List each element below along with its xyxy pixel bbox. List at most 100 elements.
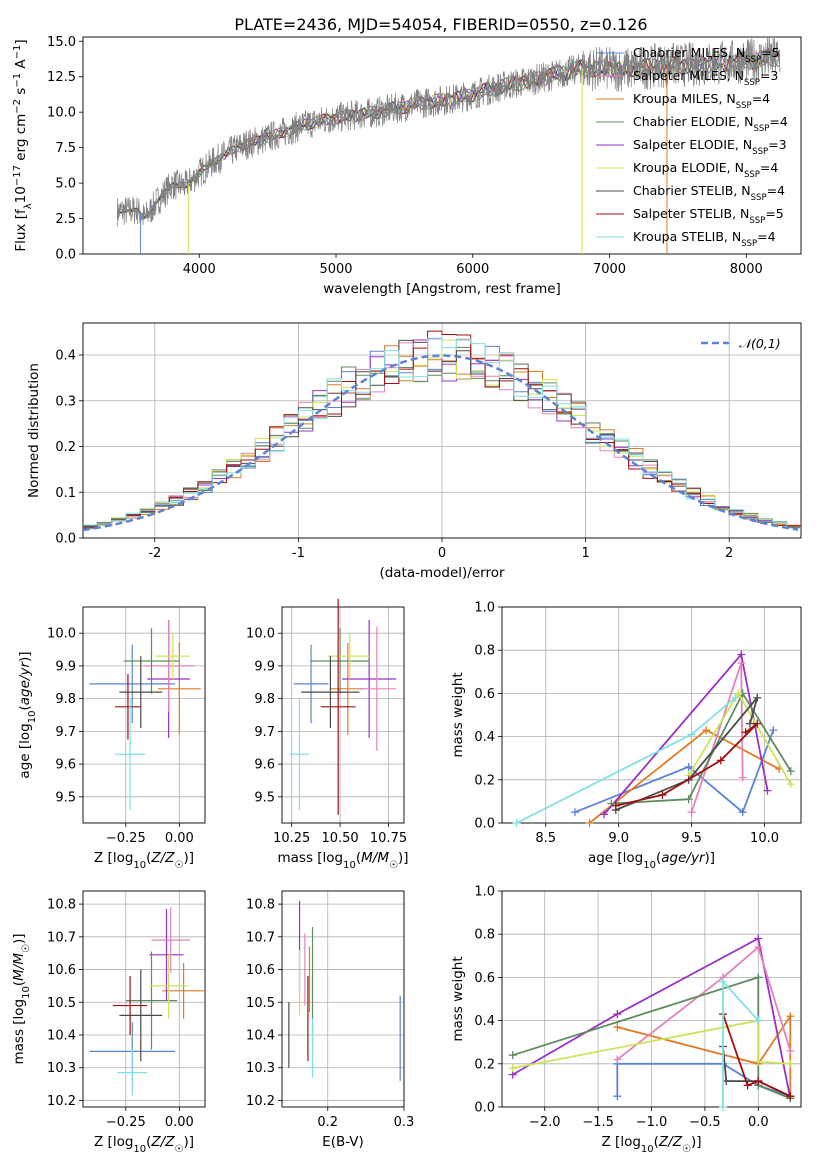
- x-axis-label-part: (: [656, 850, 661, 866]
- x-tick-label: −1.5: [582, 1115, 614, 1130]
- y-axis-label-part: (: [11, 981, 27, 986]
- y-tick-label: 0.2: [55, 440, 76, 455]
- mass-weight-marker: [769, 726, 778, 735]
- y-tick-label: 10.8: [246, 898, 275, 913]
- axes-frame: [281, 890, 405, 1108]
- x-axis-label-part: age/yr: [661, 850, 706, 866]
- y-axis-label-part: (: [17, 705, 33, 710]
- legend-text-tail: =4: [760, 160, 778, 175]
- x-tick-label: -1: [292, 546, 305, 561]
- x-tick-label: 10.25: [273, 831, 310, 846]
- observed-spectrum-line: [116, 37, 781, 228]
- mass-weight-marker: [719, 1103, 728, 1111]
- y-tick-label: 10.6: [47, 963, 76, 978]
- x-axis-label-part: log: [623, 850, 644, 866]
- y-tick-label: 1.0: [474, 885, 495, 900]
- y-axis-label-part: Normed distribution: [26, 363, 42, 498]
- axes-frame: [82, 36, 802, 255]
- x-tick-label: 0.2: [317, 1115, 338, 1130]
- y-axis-label-part: log: [11, 999, 27, 1020]
- y-axis-label-part: mass weight: [450, 672, 466, 757]
- mass-weight-marker: [754, 1057, 763, 1066]
- y-tick-label: 0.4: [474, 730, 495, 745]
- y-axis-label: mass weight: [450, 956, 466, 1041]
- y-tick-label: 9.5: [254, 790, 275, 805]
- x-tick-label: 0.0: [748, 1115, 769, 1130]
- x-tick-label: 10.75: [370, 831, 407, 846]
- legend-entry: Chabrier MILES, NSSP=5: [633, 45, 780, 65]
- legend-text-sub: SSP: [736, 101, 752, 111]
- x-axis-label-part: (data-model)/error: [379, 565, 505, 581]
- mass-weight-marker: [754, 1077, 763, 1086]
- y-axis-label-part: Flux [f: [13, 208, 29, 252]
- legend-text-tail: =4: [767, 183, 785, 198]
- residuals-panel: -2 -1 0 1 2 0.0 0.1 0.2 0.3 0.4 𝒩(0,1) (data-model)…: [26, 322, 802, 581]
- y-axis-label-part: erg cm: [13, 114, 29, 165]
- axes-frame: [501, 890, 802, 1108]
- legend-text-sub: SSP: [751, 193, 767, 203]
- spectrum-panel: 4000 5000 6000 7000 8000 0.0 2.5 5.0 7.5 10.0 12.5…: [12, 35, 802, 297]
- legend-text-main: Salpeter ELODIE, N: [633, 137, 752, 152]
- mass-weight-marker: [786, 1059, 795, 1068]
- y-tick-label: 0.4: [474, 1014, 495, 1029]
- y-tick-label: 0.2: [474, 773, 495, 788]
- legend-text-sub: SSP: [744, 170, 760, 180]
- legend-text-sub: SSP: [749, 216, 765, 226]
- legend-entry: Salpeter STELIB, NSSP=5: [633, 206, 784, 226]
- mass-weight-marker: [741, 728, 750, 737]
- mass-weight-marker: [684, 795, 693, 804]
- y-axis-label-part: )]: [11, 933, 27, 944]
- mass-weight-line: [616, 1062, 791, 1098]
- mass-weight-marker: [702, 726, 711, 735]
- mass-weight-line: [615, 697, 759, 811]
- y-tick-label: 0.0: [474, 1101, 495, 1116]
- x-tick-label: 0.00: [165, 831, 194, 846]
- legend-text-tail: =3: [768, 137, 786, 152]
- x-axis-label-part: 10: [133, 860, 146, 871]
- y-axis-label-part: 10: [27, 711, 38, 724]
- y-tick-label: 9.7: [55, 725, 76, 740]
- x-axis-label-part: E(B-V): [322, 1134, 364, 1150]
- legend-text-main: Kroupa STELIB, N: [633, 229, 741, 244]
- y-tick-label: 2.5: [55, 212, 76, 227]
- y-axis-label: Flux [fλ10−17 erg cm−2 s−1 A−1]: [12, 39, 34, 251]
- y-tick-label: 0.1: [55, 486, 76, 501]
- x-axis-label-part: )]: [183, 1134, 194, 1150]
- x-axis-label-part: Z [: [94, 1134, 113, 1150]
- x-axis-label: Z [log10(Z/Z☉)]: [602, 1134, 702, 1155]
- age-vs-metallicity-panel: −0.25 0.009.59.69.79.89.910.0Z [log10(Z/Z…: [17, 606, 206, 871]
- mass-weight-line: [617, 1013, 792, 1097]
- residual-histogram-step: [83, 337, 801, 529]
- mass-weight-marker: [745, 719, 754, 728]
- x-axis-label-part: )]: [705, 850, 716, 866]
- x-axis-label-part: 10: [343, 860, 356, 871]
- y-tick-label: 0.6: [474, 687, 495, 702]
- y-tick-label: 9.8: [254, 692, 275, 707]
- x-tick-label: 9.0: [608, 831, 629, 846]
- x-axis-label-part: age [: [588, 850, 623, 866]
- y-tick-label: 9.8: [55, 692, 76, 707]
- legend-text-sub: SSP: [745, 55, 761, 65]
- x-axis-label-part: Z/Z: [150, 1134, 175, 1150]
- weight-vs-metallicity-panel: −2.0 −1.5 −1.0 −0.5 0.0 0.0 0.2 0.4 0.6 0.8 1.0 Z […: [450, 885, 802, 1155]
- x-axis-label-part: mass [: [277, 850, 322, 866]
- mass-weight-marker: [786, 780, 795, 789]
- y-tick-label: 10.6: [246, 963, 275, 978]
- x-axis-label-part: 10: [133, 1144, 146, 1155]
- mass-weight-marker: [570, 808, 579, 817]
- legend-text-tail: =3: [760, 68, 778, 83]
- mass-weight-marker: [738, 808, 747, 817]
- legend-text-main: Chabrier STELIB, N: [633, 183, 751, 198]
- y-tick-label: 10.3: [47, 1061, 76, 1076]
- mass-weight-line: [512, 937, 792, 1099]
- mass-weight-marker: [687, 730, 696, 739]
- y-tick-label: 0.8: [474, 928, 495, 943]
- mass-weight-marker: [786, 1046, 795, 1055]
- y-tick-label: 15.0: [47, 35, 76, 50]
- y-tick-label: 9.6: [55, 758, 76, 773]
- axes-frame: [82, 322, 802, 539]
- y-axis-label: age [log10(age/yr)]: [17, 651, 38, 778]
- mass-weight-marker: [611, 801, 620, 810]
- mass-weight-marker: [613, 1023, 622, 1032]
- y-tick-label: 10.4: [47, 1029, 76, 1044]
